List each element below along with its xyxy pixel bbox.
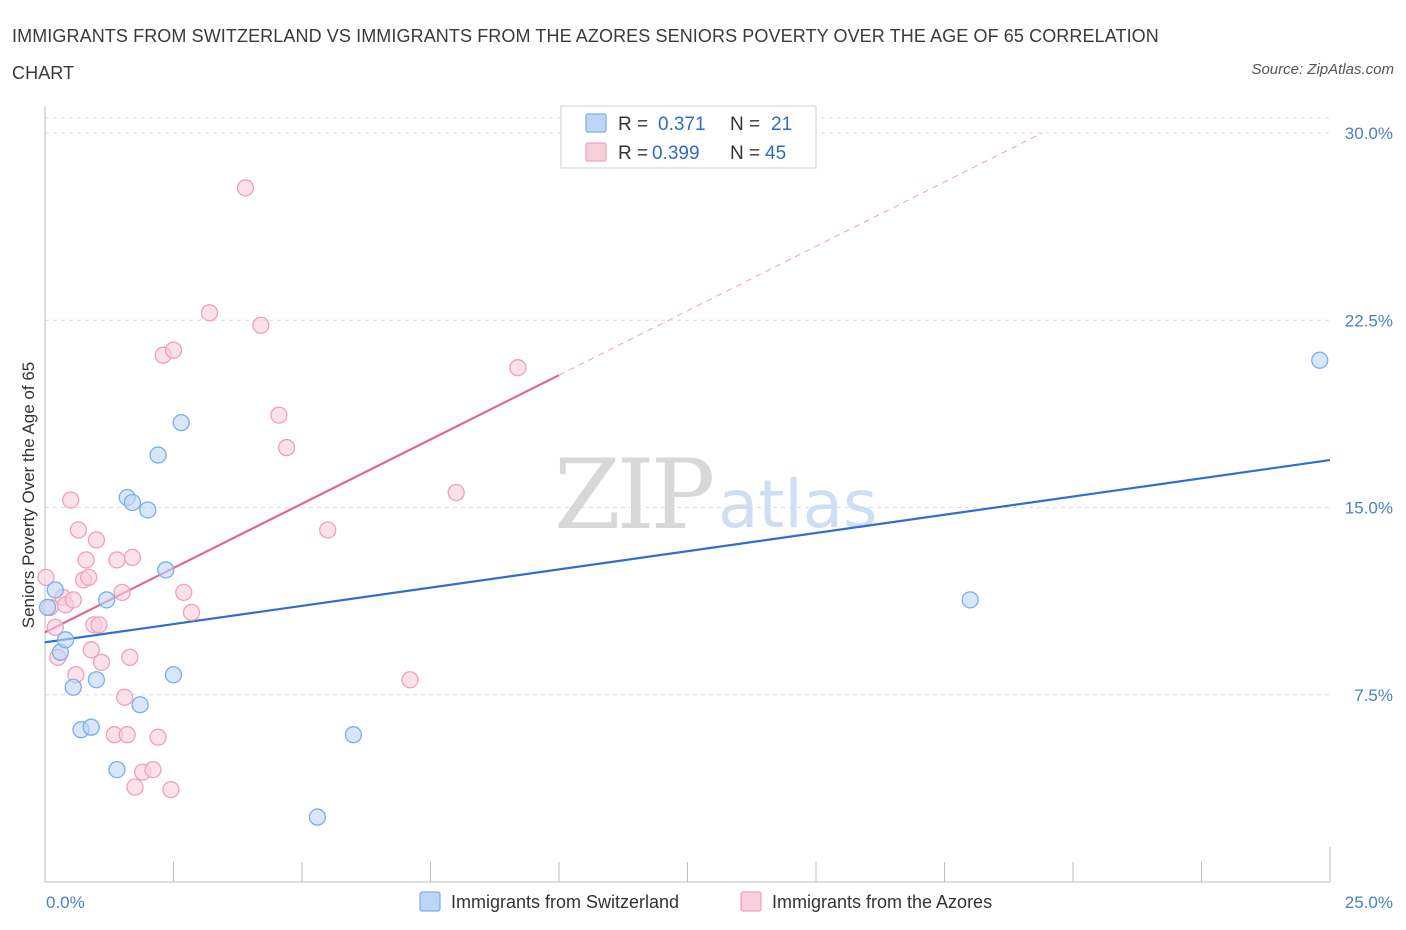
point-switzerland <box>108 761 126 779</box>
point-azores <box>87 531 106 549</box>
point-switzerland <box>149 446 167 464</box>
bottom-legend-swatch-azores <box>740 891 762 912</box>
trend-line-azores <box>44 374 560 634</box>
y-axis-label: Seniors Poverty Over the Age of 65 <box>19 362 38 628</box>
data-points <box>37 179 1329 826</box>
trend-extension-azores <box>558 132 1043 376</box>
point-azores <box>80 568 98 587</box>
point-switzerland <box>56 631 75 649</box>
legend-r-value-2: 0.399 <box>652 143 700 164</box>
point-switzerland <box>38 598 57 617</box>
point-azores <box>90 616 108 634</box>
point-switzerland <box>82 718 100 736</box>
y-tick-label: 7.5% <box>1354 686 1393 705</box>
point-azores <box>116 688 134 706</box>
x-tick-label: 25.0% <box>1345 893 1393 912</box>
point-azores <box>149 728 167 746</box>
legend-n-value-1: 21 <box>771 114 792 135</box>
x-tick-label: 0.0% <box>46 893 85 912</box>
point-azores <box>182 603 201 622</box>
point-switzerland <box>1311 351 1329 369</box>
point-azores <box>162 780 180 799</box>
point-switzerland <box>123 493 142 512</box>
point-azores <box>46 618 64 636</box>
legend-r-label-1: R = <box>618 114 648 135</box>
chart-source: Source: ZipAtlas.com <box>1251 61 1394 78</box>
point-azores <box>118 726 136 744</box>
point-switzerland <box>172 413 190 432</box>
legend-box: R = 0.371 N = 21 R = 0.399 N = 45 <box>560 105 817 169</box>
y-tick-label: 22.5% <box>1345 311 1393 330</box>
point-azores <box>236 179 255 197</box>
point-switzerland <box>46 581 64 599</box>
point-azores <box>108 551 126 569</box>
point-azores <box>144 761 162 779</box>
trend-lines <box>44 132 1331 644</box>
point-azores <box>69 521 88 539</box>
y-tick-label: 15.0% <box>1345 499 1393 518</box>
point-azores <box>252 316 270 334</box>
point-azores <box>164 341 183 359</box>
y-tick-label: 30.0% <box>1345 124 1393 143</box>
bottom-legend: Immigrants from Switzerland Immigrants f… <box>419 891 992 912</box>
point-azores <box>62 491 80 509</box>
legend-n-label-2: N = <box>730 143 760 164</box>
point-switzerland <box>87 671 106 689</box>
point-switzerland <box>344 726 363 744</box>
watermark-atlas: atlas <box>718 466 878 543</box>
bottom-legend-swatch-switzerland <box>419 891 441 912</box>
point-switzerland <box>961 591 979 609</box>
point-azores <box>113 583 131 602</box>
trend-line-switzerland <box>44 458 1331 644</box>
legend-r-value-1: 0.371 <box>658 114 706 135</box>
legend-swatch-azores <box>585 142 607 162</box>
point-azores <box>77 551 95 569</box>
point-azores <box>82 641 100 659</box>
point-switzerland <box>98 591 116 609</box>
point-switzerland <box>139 501 157 519</box>
point-azores <box>121 648 139 666</box>
point-azores <box>509 359 527 377</box>
point-switzerland <box>308 808 327 826</box>
grid <box>45 117 1330 696</box>
point-azores <box>175 583 193 602</box>
point-switzerland <box>157 561 175 579</box>
legend-n-value-2: 45 <box>765 143 786 164</box>
point-switzerland <box>64 678 82 696</box>
bottom-legend-label-azores: Immigrants from the Azores <box>772 892 992 912</box>
point-switzerland <box>131 696 149 714</box>
point-azores <box>37 568 55 587</box>
chart-title: IMMIGRANTS FROM SWITZERLAND VS IMMIGRANT… <box>12 26 1159 83</box>
point-azores <box>401 671 419 689</box>
axes: 7.5% 15.0% 22.5% 30.0% 0.0% 25.0% <box>44 106 1393 912</box>
point-azores <box>64 591 82 609</box>
point-switzerland <box>164 666 183 684</box>
point-azores <box>277 438 296 457</box>
legend-swatch-switzerland <box>585 113 607 133</box>
point-azores <box>270 406 288 424</box>
legend-r-label-2: R = <box>618 143 648 164</box>
bottom-legend-label-switzerland: Immigrants from Switzerland <box>451 892 679 912</box>
point-azores <box>123 548 142 567</box>
watermark-zip: ZIP <box>554 439 713 551</box>
point-azores <box>447 483 465 502</box>
point-azores <box>200 304 219 322</box>
point-azores <box>92 653 111 671</box>
legend-n-label-1: N = <box>730 114 760 135</box>
point-azores <box>319 521 337 539</box>
point-azores <box>126 778 144 796</box>
